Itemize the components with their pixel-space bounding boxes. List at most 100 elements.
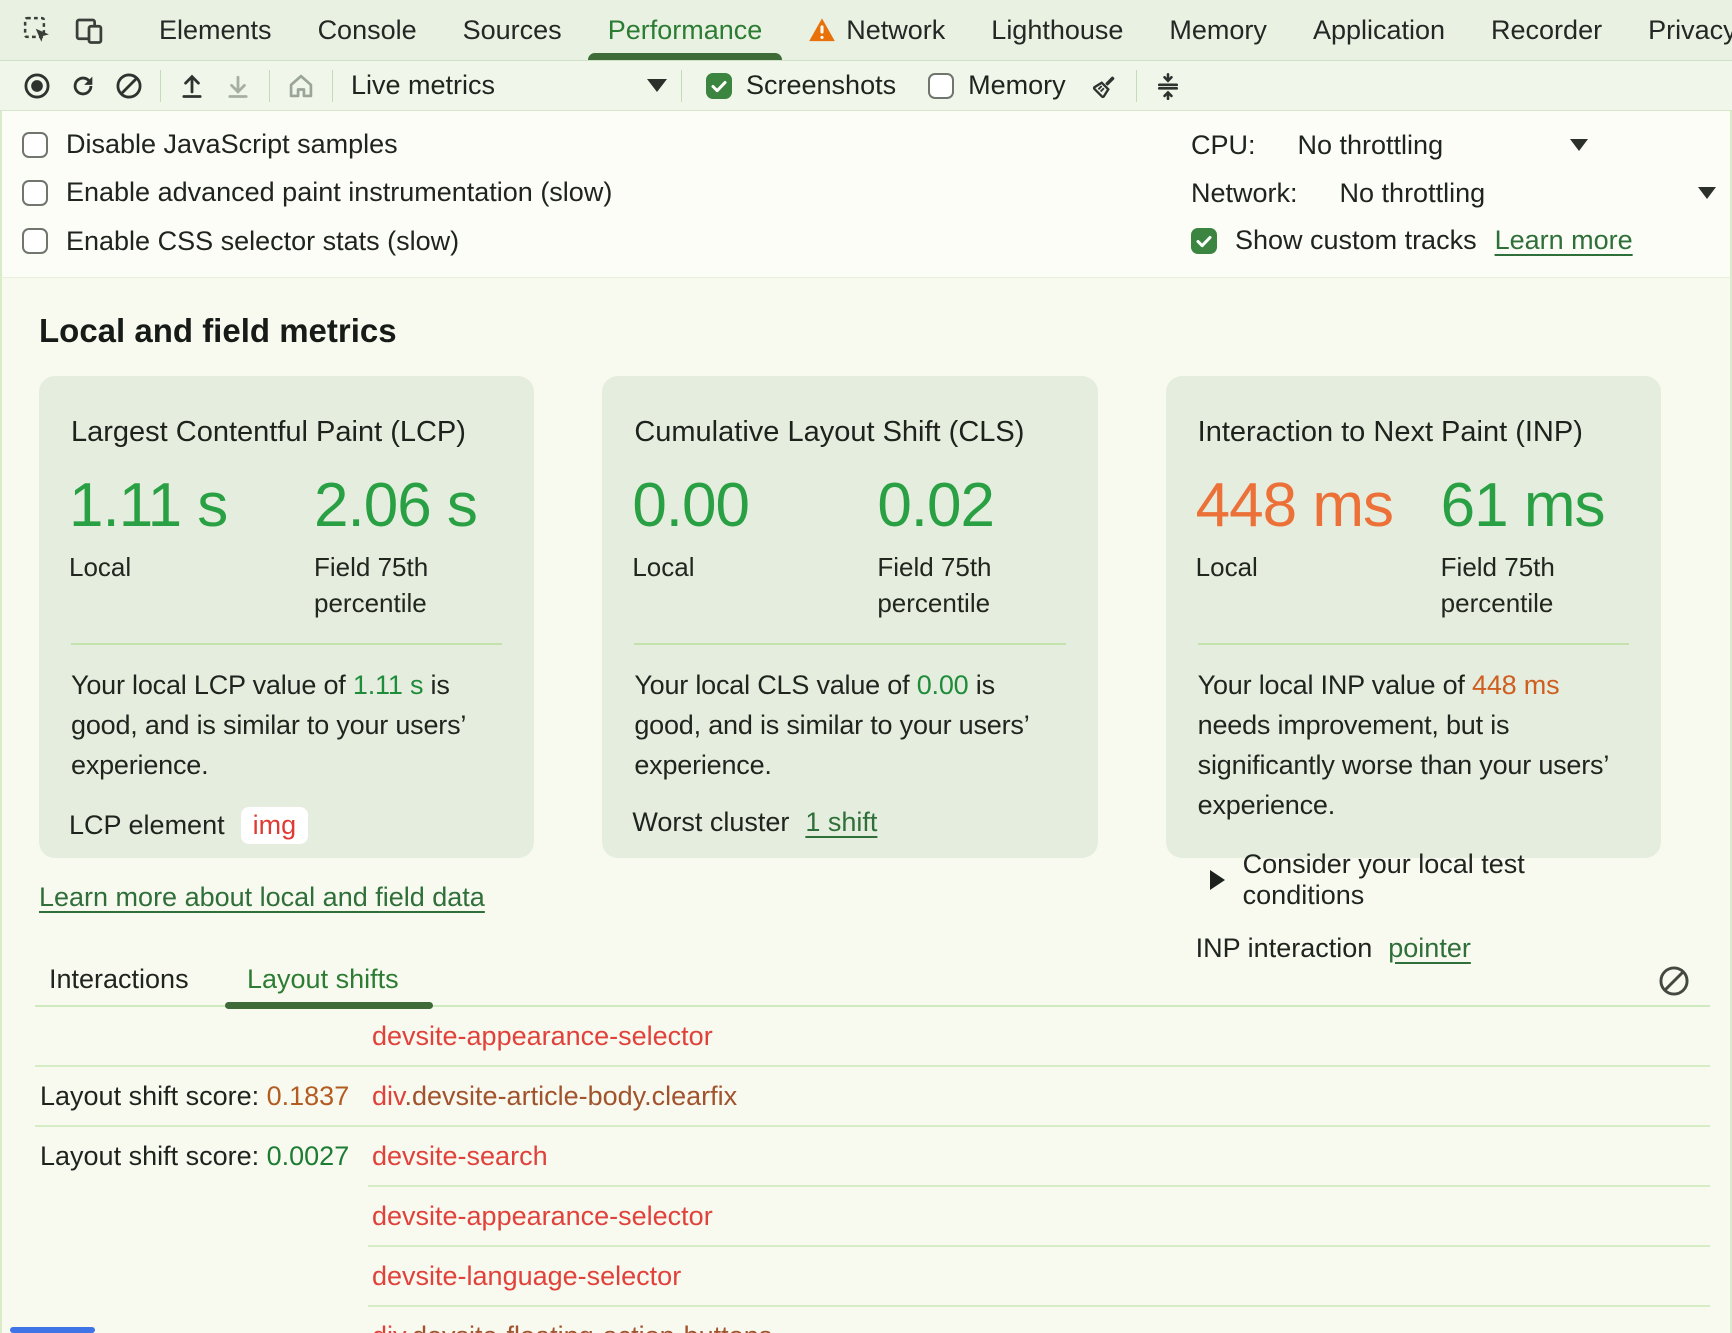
tab-label: Privacy Sand	[1648, 15, 1732, 46]
tab-performance[interactable]: Performance	[585, 0, 786, 60]
table-row[interactable]: div.devsite-floating-action-buttons	[2, 1307, 1730, 1333]
custom-tracks-checkbox[interactable]	[1191, 228, 1217, 254]
performance-toolbar: Live metrics Screenshots Memory	[0, 61, 1732, 111]
live-metrics-view: Local and field metrics Largest Contentf…	[0, 278, 1732, 1333]
element-link[interactable]: devsite-appearance-selector	[372, 1021, 713, 1051]
tab-label: Memory	[1169, 15, 1267, 46]
element-link[interactable]: div	[372, 1321, 405, 1333]
active-tab-underline	[225, 1002, 433, 1009]
download-profile-icon[interactable]	[215, 66, 261, 106]
cls-card-title: Cumulative Layout Shift (CLS)	[634, 416, 1067, 449]
cpu-throttling-select[interactable]: CPU: No throttling	[1191, 127, 1716, 164]
screenshots-checkbox[interactable]: Screenshots	[706, 70, 896, 101]
divider	[269, 70, 270, 102]
checkbox-unchecked-icon	[22, 132, 48, 158]
custom-tracks-learn-more-link[interactable]: Learn more	[1495, 225, 1633, 256]
lcp-card-title: Largest Contentful Paint (LCP)	[71, 416, 504, 449]
cls-field-label: Field 75th percentile	[877, 549, 1067, 621]
network-throttling-select[interactable]: Network: No throttling	[1191, 175, 1716, 212]
tab-sources[interactable]: Sources	[440, 0, 585, 60]
inp-field-label: Field 75th percentile	[1441, 549, 1631, 621]
tab-label: Recorder	[1491, 15, 1602, 46]
table-row[interactable]: devsite-language-selector	[2, 1247, 1730, 1305]
score-value: 0.0027	[267, 1141, 350, 1171]
upload-profile-icon[interactable]	[169, 66, 215, 106]
learn-more-field-data-link[interactable]: Learn more about local and field data	[39, 882, 485, 912]
lcp-element-chip[interactable]: img	[241, 807, 309, 844]
tab-label: Performance	[608, 15, 763, 46]
disclosure-label: Consider your local test conditions	[1243, 849, 1631, 911]
checkbox-unchecked-icon	[928, 73, 954, 99]
advanced-paint-checkbox[interactable]: Enable advanced paint instrumentation (s…	[22, 175, 612, 210]
tab-lighthouse[interactable]: Lighthouse	[968, 0, 1146, 60]
tab-layout-shifts[interactable]: Layout shifts	[247, 964, 399, 995]
collapse-panel-icon[interactable]	[1145, 66, 1191, 106]
table-row[interactable]: devsite-appearance-selector	[2, 1007, 1730, 1065]
tab-privacy-sandbox[interactable]: Privacy Sand	[1625, 0, 1732, 60]
record-icon[interactable]	[14, 66, 60, 106]
inp-field-value: 61 ms	[1441, 471, 1631, 541]
shift-element: div.devsite-floating-action-buttons	[372, 1321, 772, 1333]
memory-checkbox[interactable]: Memory	[928, 70, 1066, 101]
setting-label: Enable advanced paint instrumentation (s…	[66, 177, 612, 208]
inspect-element-icon[interactable]	[16, 9, 58, 51]
tab-interactions[interactable]: Interactions	[49, 964, 189, 995]
tab-memory[interactable]: Memory	[1146, 0, 1290, 60]
element-link[interactable]: devsite-appearance-selector	[372, 1201, 713, 1231]
inp-card: Interaction to Next Paint (INP) 448 ms L…	[1166, 376, 1661, 858]
table-row[interactable]: devsite-appearance-selector	[2, 1187, 1730, 1245]
element-classes[interactable]: .devsite-article-body.clearfix	[405, 1081, 738, 1111]
disable-js-samples-checkbox[interactable]: Disable JavaScript samples	[22, 127, 612, 162]
cls-local-label: Local	[632, 549, 822, 585]
tab-recorder[interactable]: Recorder	[1468, 0, 1625, 60]
checkbox-checked-icon	[706, 73, 732, 99]
shift-element: div.devsite-article-body.clearfix	[372, 1081, 737, 1112]
cpu-value: No throttling	[1298, 130, 1444, 161]
desc-text: Your local LCP value of	[71, 670, 353, 700]
desc-value: 0.00	[917, 670, 969, 700]
table-row[interactable]: Layout shift score: 0.0027 devsite-searc…	[2, 1127, 1730, 1185]
metric-cards: Largest Contentful Paint (LCP) 1.11 s Lo…	[39, 376, 1661, 858]
capture-settings: Disable JavaScript samples Enable advanc…	[0, 111, 1732, 278]
element-link[interactable]: div	[372, 1081, 405, 1111]
score-label: Layout shift score:	[40, 1141, 267, 1171]
table-row[interactable]: Layout shift score: 0.1837 div.devsite-a…	[2, 1067, 1730, 1125]
throttling-settings: CPU: No throttling Network: No throttlin…	[1191, 127, 1720, 259]
cls-description: Your local CLS value of 0.00 is good, an…	[634, 665, 1065, 785]
worst-cluster-link[interactable]: 1 shift	[805, 807, 877, 838]
device-toolbar-icon[interactable]	[68, 9, 110, 51]
clear-log-icon[interactable]	[1654, 961, 1694, 1001]
desc-value: 448 ms	[1472, 670, 1559, 700]
divider	[332, 70, 333, 102]
element-link[interactable]: devsite-language-selector	[372, 1261, 681, 1291]
element-classes[interactable]: .devsite-floating-action-buttons	[405, 1321, 773, 1333]
cls-local-value: 0.00	[632, 471, 867, 541]
clear-icon[interactable]	[106, 66, 152, 106]
view-mode-label: Live metrics	[351, 70, 495, 101]
divider	[160, 70, 161, 102]
reload-icon[interactable]	[60, 66, 106, 106]
desc-value: 1.11 s	[353, 670, 423, 700]
log-tab-strip: Interactions Layout shifts	[35, 955, 1710, 1007]
tab-network[interactable]: Network	[785, 0, 968, 60]
scroll-indicator[interactable]	[10, 1327, 95, 1333]
custom-tracks-label: Show custom tracks	[1235, 225, 1477, 256]
tab-application[interactable]: Application	[1290, 0, 1468, 60]
lcp-element-row: LCP element img	[69, 807, 504, 844]
layout-shift-log: devsite-appearance-selector Layout shift…	[2, 1007, 1730, 1333]
element-link[interactable]: devsite-search	[372, 1141, 548, 1171]
divider	[1198, 643, 1629, 645]
tabbar-tools	[0, 0, 120, 60]
gc-brush-icon[interactable]	[1082, 66, 1128, 106]
local-test-conditions-disclosure[interactable]: Consider your local test conditions	[1210, 849, 1631, 911]
checkbox-unchecked-icon	[22, 180, 48, 206]
chevron-down-icon	[1698, 187, 1716, 199]
tab-console[interactable]: Console	[295, 0, 440, 60]
css-selector-stats-checkbox[interactable]: Enable CSS selector stats (slow)	[22, 224, 612, 259]
home-icon[interactable]	[278, 66, 324, 106]
view-mode-dropdown[interactable]: Live metrics	[351, 70, 667, 101]
disclosure-triangle-icon	[1210, 870, 1225, 890]
tab-elements[interactable]: Elements	[136, 0, 295, 60]
lcp-element-label: LCP element	[69, 810, 225, 841]
inp-description: Your local INP value of 448 ms needs imp…	[1198, 665, 1629, 825]
